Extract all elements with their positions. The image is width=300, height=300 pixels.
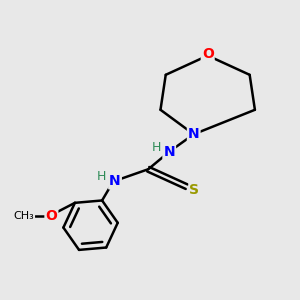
Text: H: H [96,170,106,183]
Text: H: H [151,141,160,154]
Text: S: S [189,183,200,197]
Text: O: O [46,209,57,224]
Text: N: N [109,175,121,188]
Text: N: N [188,127,200,141]
Text: O: O [202,47,214,61]
Text: N: N [164,145,175,159]
Text: CH₃: CH₃ [14,212,34,221]
